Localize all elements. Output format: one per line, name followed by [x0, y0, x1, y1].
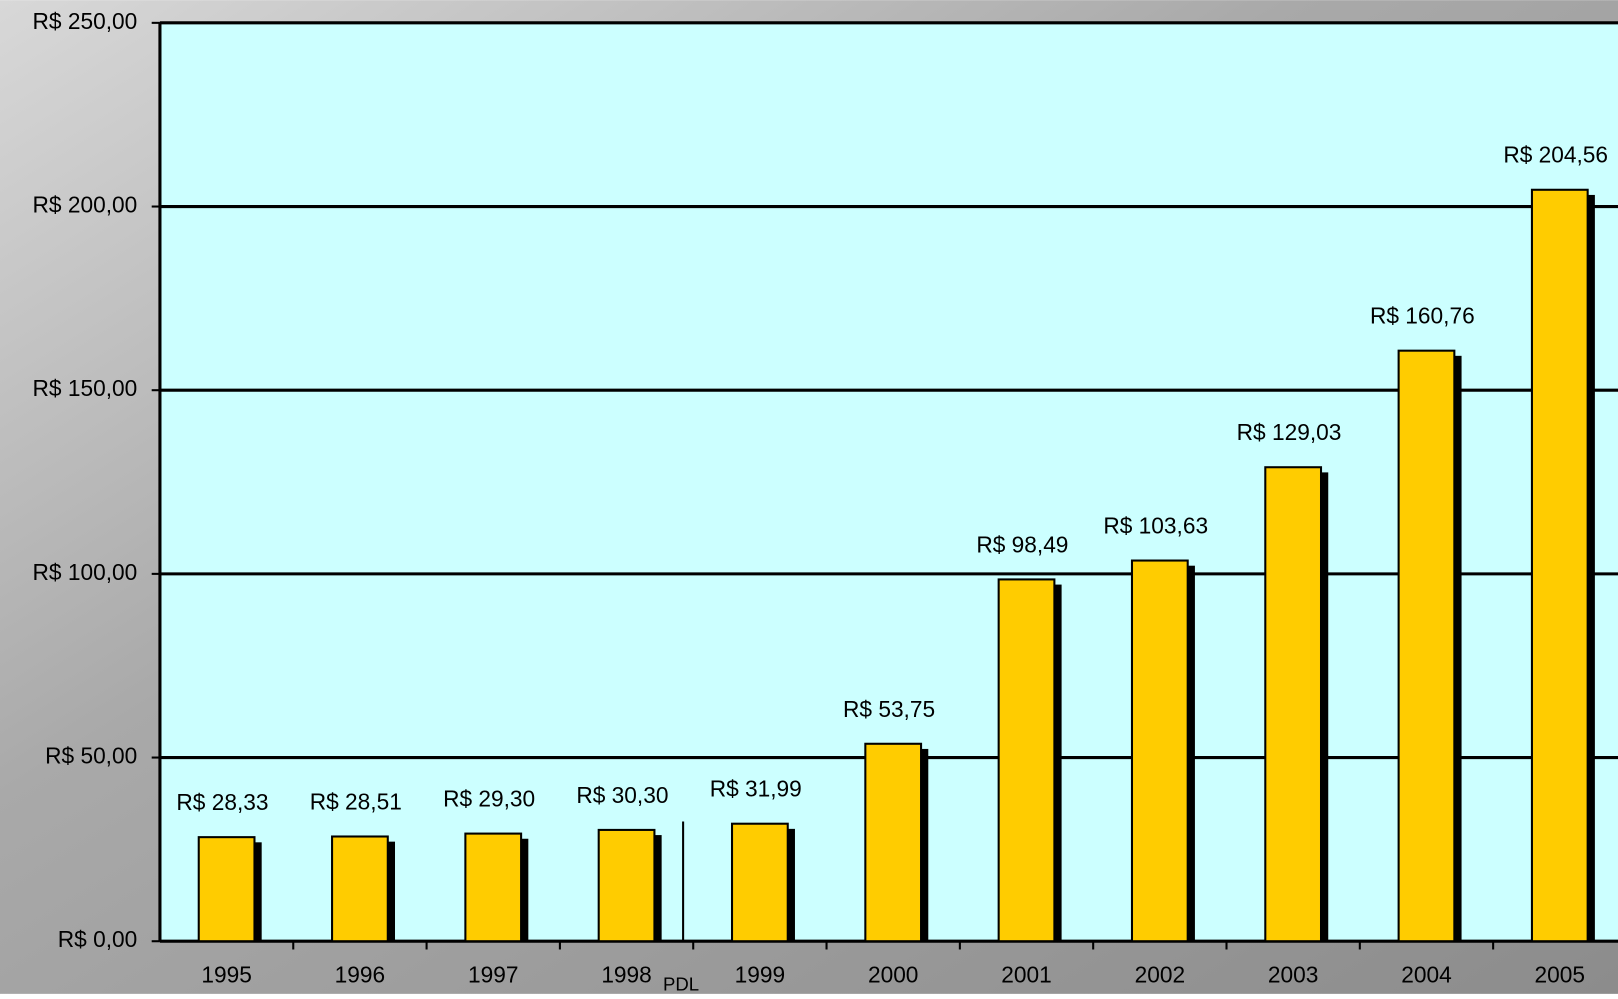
value-label: R$ 160,76	[1370, 303, 1475, 329]
bar	[1264, 466, 1323, 943]
value-label: R$ 29,30	[443, 786, 535, 812]
value-label: R$ 31,99	[710, 776, 802, 802]
y-tick-label: R$ 200,00	[33, 192, 138, 218]
x-tick-label: 2003	[1268, 961, 1318, 987]
x-tick-label: 2000	[868, 961, 918, 987]
bar	[1530, 188, 1589, 943]
value-label: R$ 28,51	[310, 788, 402, 814]
bar	[997, 578, 1056, 943]
bar	[331, 835, 389, 943]
bar	[864, 742, 923, 943]
x-tick-label: 2002	[1135, 961, 1185, 987]
annotation: PDL	[663, 974, 699, 994]
bar	[1130, 559, 1189, 943]
y-tick-label: R$ 100,00	[33, 559, 138, 585]
y-tick-label: R$ 150,00	[33, 375, 138, 401]
y-tick-label: R$ 50,00	[45, 743, 137, 769]
bar	[1397, 349, 1456, 943]
bar	[464, 832, 523, 943]
x-tick-label: 1995	[201, 961, 251, 987]
value-label: R$ 28,33	[176, 789, 268, 815]
x-tick-label: 2004	[1401, 961, 1451, 987]
value-label: R$ 30,30	[576, 782, 668, 808]
bar	[197, 836, 256, 943]
x-tick-label: 1997	[468, 961, 518, 987]
value-label: R$ 53,75	[843, 696, 935, 722]
y-tick-label: R$ 250,00	[33, 8, 138, 34]
value-label: R$ 103,63	[1103, 513, 1208, 539]
x-tick-label: 1999	[735, 961, 785, 987]
value-label: R$ 204,56	[1503, 142, 1608, 168]
bar	[597, 828, 656, 943]
x-tick-label: 1998	[601, 961, 651, 987]
value-label: R$ 98,49	[976, 531, 1068, 557]
x-tick-label: 2001	[1001, 961, 1051, 987]
value-label: R$ 129,03	[1237, 419, 1342, 445]
x-tick-label: 2005	[1535, 961, 1585, 987]
bar	[730, 822, 789, 943]
x-tick-label: 1996	[335, 961, 385, 987]
y-tick-label: R$ 0,00	[58, 926, 137, 952]
